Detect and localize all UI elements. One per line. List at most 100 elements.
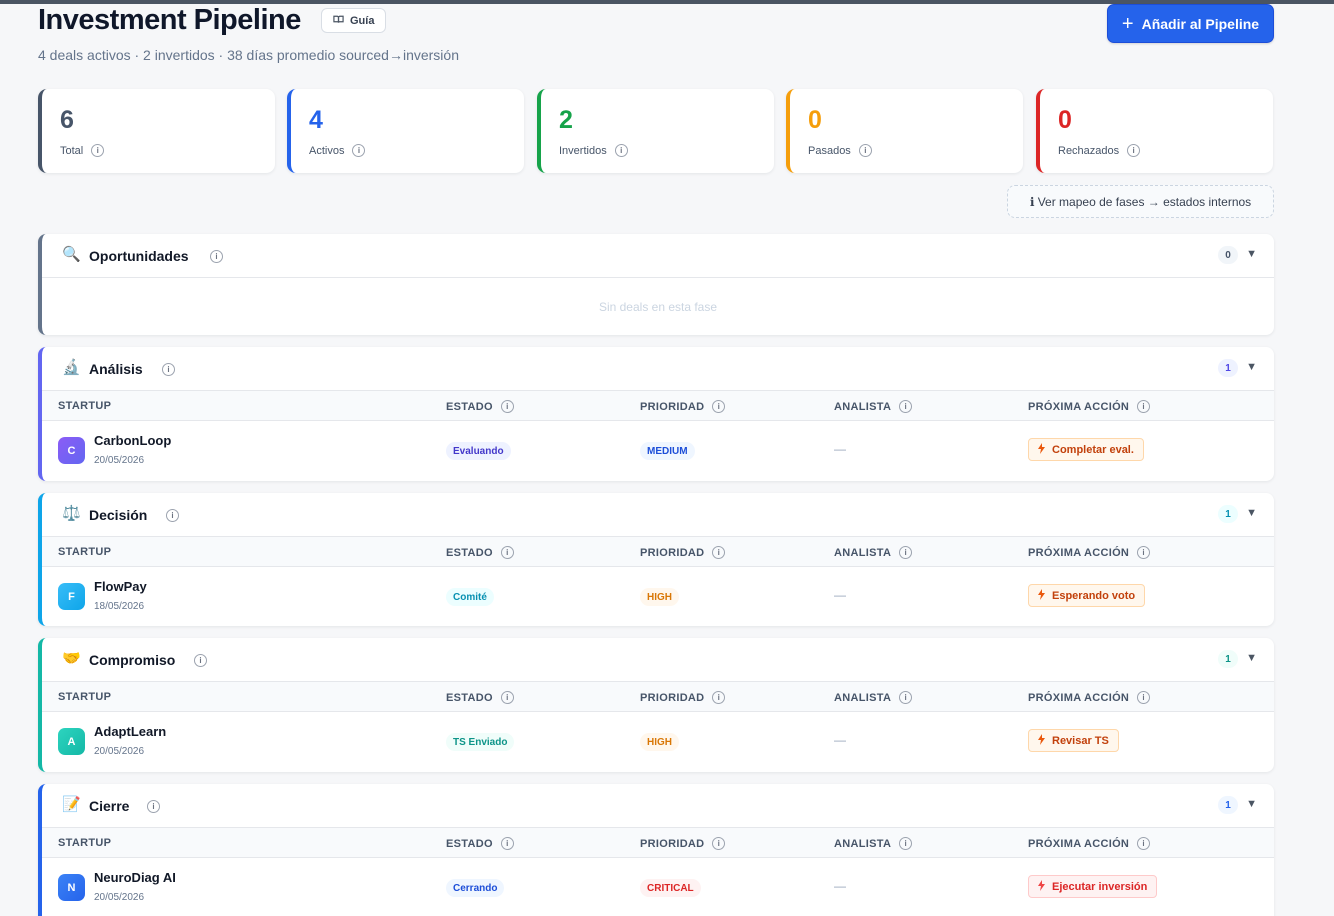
info-icon[interactable]: i xyxy=(1127,144,1141,157)
info-icon[interactable]: i xyxy=(899,400,913,413)
column-label: PRIORIDAD xyxy=(640,546,705,559)
startup-name[interactable]: FlowPay xyxy=(94,579,147,594)
table-header: STARTUP ESTADO i PRIORIDAD i ANALISTA i PRÓ… xyxy=(42,537,1274,567)
priority-badge: HIGH xyxy=(640,588,679,606)
next-action-button[interactable]: Revisar TS xyxy=(1028,729,1119,752)
info-icon[interactable]: i xyxy=(1137,400,1151,413)
info-icon[interactable]: i xyxy=(91,144,105,157)
column-startup: STARTUP xyxy=(58,546,112,558)
chevron-down-icon[interactable]: ▼ xyxy=(1246,507,1257,519)
info-icon[interactable]: i xyxy=(1137,837,1151,850)
info-icon[interactable]: i xyxy=(712,691,726,704)
startup-name[interactable]: AdaptLearn xyxy=(94,724,167,739)
next-action-label: Completar eval. xyxy=(1052,443,1134,456)
phase-header[interactable]: 🤝 Compromiso i 1 ▼ xyxy=(42,638,1274,682)
chevron-down-icon[interactable]: ▼ xyxy=(1246,652,1257,664)
phase-header[interactable]: 🔬 Análisis i 1 ▼ xyxy=(42,347,1274,391)
stat-rechazados-value: 0 xyxy=(1058,106,1072,134)
chevron-down-icon[interactable]: ▼ xyxy=(1246,798,1257,810)
info-icon[interactable]: i xyxy=(194,654,207,667)
empty-state: Sin deals en esta fase xyxy=(598,299,718,314)
startup-name[interactable]: NeuroDiag AI xyxy=(94,870,176,885)
microscope-icon: 🔬 xyxy=(62,359,81,376)
info-icon[interactable]: i xyxy=(858,144,872,157)
info-icon[interactable]: i xyxy=(1137,546,1151,559)
stat-activos-value: 4 xyxy=(309,106,323,134)
handshake-icon: 🤝 xyxy=(62,650,81,667)
stat-card-rechazados[interactable]: 0 Rechazados i xyxy=(1036,89,1273,173)
phase-analisis: 🔬 Análisis i 1 ▼ STARTUP ESTADO i PRIORID… xyxy=(38,347,1274,481)
stat-pasados-label: Pasados i xyxy=(808,144,872,157)
table-row[interactable]: A AdaptLearn 20/05/2026 TS Enviado HIGH … xyxy=(42,712,1274,771)
info-icon[interactable]: i xyxy=(1137,691,1151,704)
column-estado: ESTADO i xyxy=(446,837,514,850)
phase-title: Oportunidades xyxy=(89,248,189,264)
add-to-pipeline-button[interactable]: + Añadir al Pipeline xyxy=(1107,4,1274,43)
phase-count-badge: 0 xyxy=(1218,246,1238,264)
phase-count-badge: 1 xyxy=(1218,359,1238,377)
window-top-edge xyxy=(0,0,1334,4)
info-icon[interactable]: i xyxy=(614,144,628,157)
info-icon[interactable]: i xyxy=(712,546,726,559)
info-icon[interactable]: i xyxy=(166,509,179,522)
next-action-button[interactable]: Completar eval. xyxy=(1028,438,1144,461)
column-accion: PRÓXIMA ACCIÓN i xyxy=(1028,546,1151,559)
phase-header[interactable]: ⚖️ Decisión i 1 ▼ xyxy=(42,493,1274,537)
scales-icon: ⚖️ xyxy=(62,505,81,522)
analyst-value: — xyxy=(834,442,846,456)
stat-label-text: Invertidos xyxy=(559,144,607,157)
info-icon[interactable]: i xyxy=(500,691,514,704)
phase-title: Decisión xyxy=(89,507,148,523)
column-label: PRIORIDAD xyxy=(640,837,705,850)
guide-label: Guía xyxy=(350,14,375,27)
startup-date: 20/05/2026 xyxy=(94,892,145,903)
column-startup: STARTUP xyxy=(58,400,112,412)
phase-mapping-link[interactable]: ℹ Ver mapeo de fases → estados internos xyxy=(1007,185,1274,218)
table-row[interactable]: F FlowPay 18/05/2026 Comité HIGH — Esper… xyxy=(42,567,1274,626)
stat-label-text: Rechazados xyxy=(1058,144,1120,157)
stat-card-pasados[interactable]: 0 Pasados i xyxy=(786,89,1023,173)
info-icon[interactable]: i xyxy=(500,400,514,413)
table-header: STARTUP ESTADO i PRIORIDAD i ANALISTA i PRÓ… xyxy=(42,828,1274,858)
info-icon[interactable]: i xyxy=(899,691,913,704)
phase-header[interactable]: 🔍 Oportunidades i 0 ▼ xyxy=(42,234,1274,278)
chevron-down-icon[interactable]: ▼ xyxy=(1246,248,1257,260)
column-label: ESTADO xyxy=(446,546,493,559)
stat-card-activos[interactable]: 4 Activos i xyxy=(287,89,524,173)
chevron-down-icon[interactable]: ▼ xyxy=(1246,361,1257,373)
column-label: ESTADO xyxy=(446,837,493,850)
next-action-button[interactable]: Esperando voto xyxy=(1028,584,1146,607)
info-icon[interactable]: i xyxy=(352,144,366,157)
info-icon[interactable]: i xyxy=(162,363,175,376)
column-analista: ANALISTA i xyxy=(834,546,913,559)
info-icon[interactable]: i xyxy=(712,837,726,850)
stat-card-total[interactable]: 6 Total i xyxy=(38,89,275,173)
stat-card-invertidos[interactable]: 2 Invertidos i xyxy=(537,89,774,173)
startup-name[interactable]: CarbonLoop xyxy=(94,433,172,448)
phase-title: Cierre xyxy=(89,798,130,814)
info-icon[interactable]: i xyxy=(899,837,913,850)
info-icon[interactable]: i xyxy=(147,800,160,813)
info-icon[interactable]: i xyxy=(500,546,514,559)
table-row[interactable]: N NeuroDiag AI 20/05/2026 Cerrando CRITI… xyxy=(42,858,1274,916)
column-label: ANALISTA xyxy=(834,691,892,704)
status-badge: Comité xyxy=(446,588,494,606)
info-icon[interactable]: i xyxy=(210,250,223,263)
info-icon[interactable]: i xyxy=(712,400,726,413)
phase-compromiso: 🤝 Compromiso i 1 ▼ STARTUP ESTADO i PRIOR… xyxy=(38,638,1274,772)
table-row[interactable]: C CarbonLoop 20/05/2026 Evaluando MEDIUM… xyxy=(42,421,1274,480)
stat-label-text: Activos xyxy=(309,144,345,157)
column-accion: PRÓXIMA ACCIÓN i xyxy=(1028,837,1151,850)
guide-button[interactable]: Guía xyxy=(321,8,387,33)
column-estado: ESTADO i xyxy=(446,546,514,559)
next-action-button[interactable]: Ejecutar inversión xyxy=(1028,875,1158,898)
info-icon[interactable]: i xyxy=(899,546,913,559)
priority-badge: HIGH xyxy=(640,733,679,751)
info-icon[interactable]: i xyxy=(500,837,514,850)
status-badge: Cerrando xyxy=(446,879,505,897)
phase-header[interactable]: 📝 Cierre i 1 ▼ xyxy=(42,784,1274,828)
analyst-value: — xyxy=(834,733,846,747)
page-title: Investment Pipeline xyxy=(38,4,301,36)
lightning-icon xyxy=(1038,588,1045,603)
phase-count-badge: 1 xyxy=(1218,796,1238,814)
